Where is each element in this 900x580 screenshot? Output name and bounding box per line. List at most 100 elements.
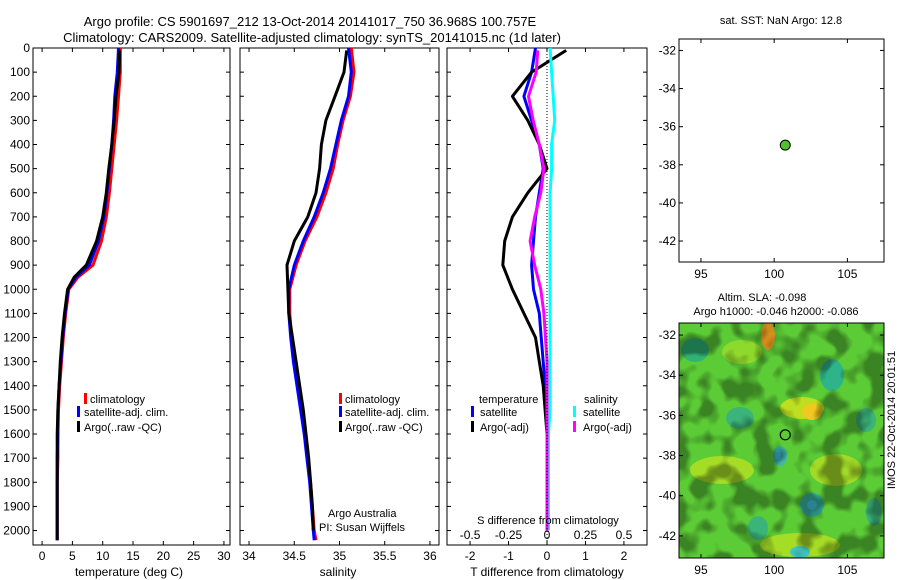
depth-tick-label: 0 [23, 41, 30, 55]
x-tick-label: 34 [242, 549, 256, 563]
x-tick-label: 25 [187, 549, 201, 563]
legend-swatch-satellite [77, 406, 80, 417]
profile-line-satellite-adj-clim [287, 47, 353, 541]
x-tick-label: 34.5 [283, 549, 307, 563]
map-y-tick-label: -42 [659, 529, 677, 543]
legend-swatch-satellite [339, 406, 342, 417]
depth-tick-label: 800 [10, 234, 30, 248]
map-y-tick-label: -32 [659, 328, 677, 342]
x-tick-label: 0 [39, 549, 46, 563]
sst-map-panel [678, 38, 885, 263]
map-y-tick-label: -36 [659, 120, 677, 134]
map-y-tick-label: -32 [659, 43, 677, 57]
depth-tick-label: 900 [10, 258, 30, 272]
x-tick-label: 2 [621, 549, 628, 563]
sla-heatmap [679, 323, 884, 558]
figure-title-line1: Argo profile: CS 5901697_212 13-Oct-2014… [84, 14, 537, 29]
depth-tick-label: 2000 [3, 524, 30, 538]
s-difference-label: S difference from climatology [477, 515, 619, 527]
x-tick-label: 20 [157, 549, 171, 563]
legend-label-argo: Argo(..raw -QC) [84, 422, 162, 434]
float-position-marker [779, 139, 791, 151]
depth-tick-label: 1100 [4, 306, 30, 320]
x-tick-label: 36 [423, 549, 437, 563]
sla-title-line2: Argo h1000: -0.046 h2000: -0.086 [693, 306, 858, 318]
pi-note: PI: Susan Wijffels [319, 522, 405, 534]
legend-swatch-argo [339, 421, 342, 432]
depth-tick-label: 100 [10, 65, 30, 79]
s-tick-label: 0.5 [616, 528, 633, 542]
map-x-tick-label: 105 [837, 563, 857, 577]
salinity-xlabel: salinity [320, 565, 357, 579]
legend-swatch-argo [77, 421, 80, 432]
map-y-tick-label: -40 [659, 196, 677, 210]
profile-line-argo-raw-qc [55, 50, 122, 541]
difference-legend: temperature satellite Argo(-adj) salinit… [471, 394, 632, 434]
legend-label-sal-satellite: satellite [583, 407, 620, 419]
legend-label-climatology: climatology [90, 394, 146, 406]
legend-label-satellite: satellite-adj. clim. [345, 407, 429, 419]
legend-label-temp-argo: Argo(-adj) [480, 422, 529, 434]
depth-tick-label: 300 [10, 113, 30, 127]
depth-tick-label: 1600 [3, 427, 30, 441]
sst-map-title: sat. SST: NaN Argo: 12.8 [720, 15, 842, 27]
profile-line-argo-raw-qc [285, 50, 349, 531]
depth-tick-label: 1000 [3, 282, 30, 296]
map-x-tick-label: 95 [694, 267, 708, 281]
s-tick-label: -0.5 [460, 528, 481, 542]
depth-tick-label: 400 [10, 138, 30, 152]
float-position-marker [779, 429, 791, 441]
argo-australia-note: Argo Australia [328, 508, 397, 520]
x-tick-label: 35.5 [373, 549, 397, 563]
temperature-legend: climatology satellite-adj. clim. Argo(..… [77, 393, 168, 434]
x-tick-label: 30 [217, 549, 231, 563]
legend-swatch-sal-argo [573, 421, 576, 432]
s-tick-label: -0.25 [495, 528, 523, 542]
depth-tick-label: 600 [10, 186, 30, 200]
legend-label-argo: Argo(..raw -QC) [345, 422, 423, 434]
legend-label-temp-satellite: satellite [480, 407, 517, 419]
depth-tick-label: 1400 [3, 379, 30, 393]
sla-map-panel [678, 322, 885, 559]
legend-swatch-climatology [84, 393, 87, 404]
legend-swatch-temp-argo [471, 421, 474, 432]
s-tick-label: 0.25 [574, 528, 598, 542]
map-y-tick-label: -34 [659, 368, 677, 382]
map-x-tick-label: 105 [837, 267, 857, 281]
profile-line-climatology [288, 47, 356, 541]
map-y-tick-label: -34 [659, 82, 677, 96]
map-x-tick-label: 100 [764, 267, 784, 281]
legend-label-climatology: climatology [345, 394, 401, 406]
figure-title-line2: Climatology: CARS2009. Satellite-adjuste… [63, 30, 561, 45]
temperature-panel [32, 47, 231, 546]
map-y-tick-label: -38 [659, 158, 677, 172]
map-y-tick-label: -42 [659, 234, 677, 248]
salinity-legend: climatology satellite-adj. clim. Argo(..… [339, 393, 429, 434]
map-y-tick-label: -36 [659, 408, 677, 422]
legend-heading-temperature: temperature [479, 394, 538, 406]
legend-heading-salinity: salinity [584, 394, 618, 406]
map-y-tick-label: -38 [659, 449, 677, 463]
depth-tick-label: 1800 [3, 475, 30, 489]
legend-label-satellite: satellite-adj. clim. [84, 407, 168, 419]
map-x-tick-label: 95 [694, 563, 708, 577]
depth-tick-label: 1500 [3, 403, 30, 417]
depth-tick-label: 1900 [3, 499, 30, 513]
sla-title-line1: Altim. SLA: -0.098 [718, 292, 807, 304]
depth-tick-label: 1200 [3, 331, 30, 345]
imos-credit: IMOS 22-Oct-2014 20:01:51 [886, 351, 898, 489]
depth-tick-label: 500 [10, 162, 30, 176]
x-tick-label: 10 [96, 549, 110, 563]
depth-tick-label: 200 [10, 89, 30, 103]
x-tick-label: 0 [544, 549, 551, 563]
depth-tick-label: 1700 [3, 451, 30, 465]
difference-xlabel: T difference from climatology [470, 565, 624, 579]
x-tick-label: 5 [69, 549, 76, 563]
depth-tick-label: 1300 [3, 355, 30, 369]
x-tick-label: 1 [582, 549, 589, 563]
legend-label-sal-argo: Argo(-adj) [583, 422, 632, 434]
x-tick-label: -2 [465, 549, 476, 563]
x-tick-label: 35 [333, 549, 347, 563]
x-tick-label: -1 [503, 549, 514, 563]
